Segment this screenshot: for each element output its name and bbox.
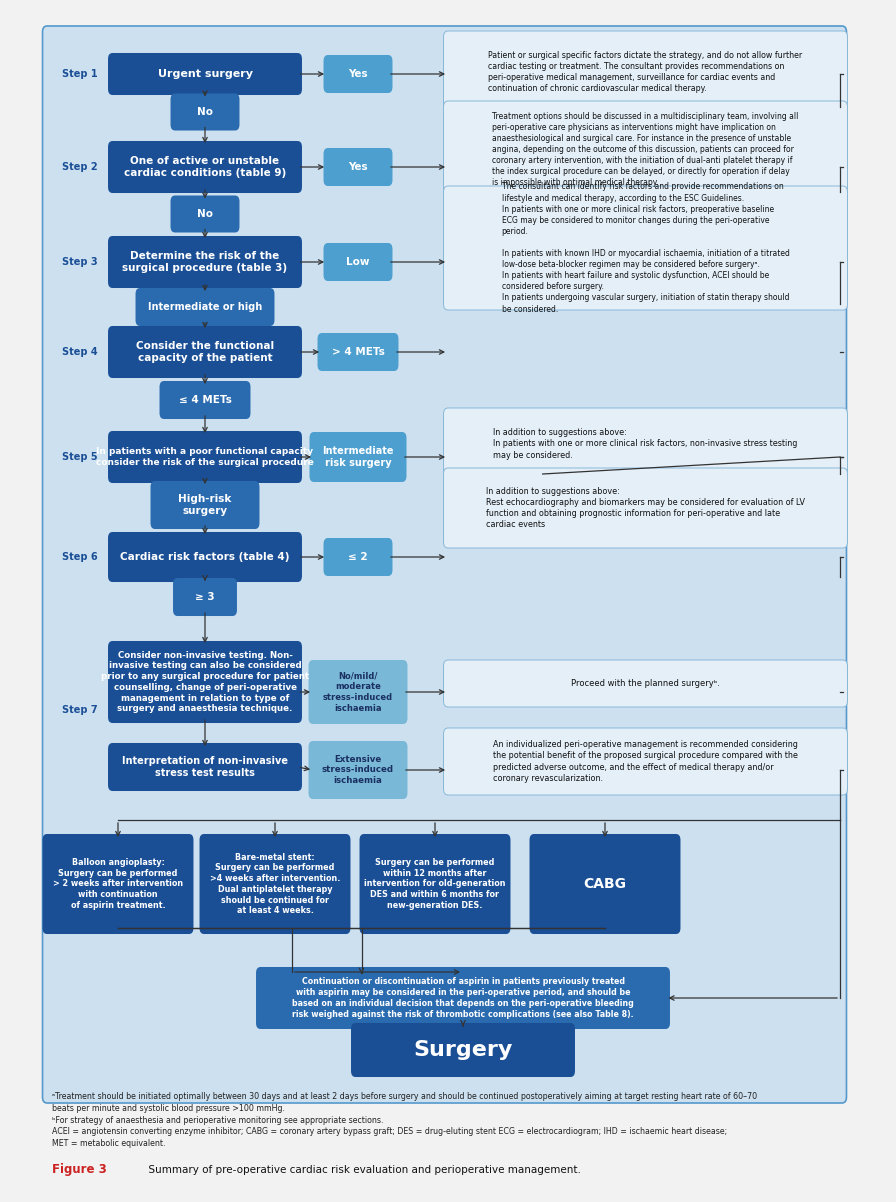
- Text: Step 3: Step 3: [62, 257, 98, 267]
- Text: An individualized peri-operative management is recommended considering
the poten: An individualized peri-operative managem…: [493, 740, 798, 783]
- FancyBboxPatch shape: [108, 326, 302, 377]
- FancyBboxPatch shape: [323, 538, 392, 576]
- FancyBboxPatch shape: [108, 743, 302, 791]
- FancyBboxPatch shape: [200, 834, 350, 934]
- Text: Consider the functional
capacity of the patient: Consider the functional capacity of the …: [136, 341, 274, 363]
- Text: The consultant can identify risk factors and provide recommendations on
lifestyl: The consultant can identify risk factors…: [502, 183, 789, 314]
- Text: Yes: Yes: [349, 162, 368, 172]
- Text: Cardiac risk factors (table 4): Cardiac risk factors (table 4): [120, 552, 289, 563]
- FancyBboxPatch shape: [173, 578, 237, 615]
- FancyBboxPatch shape: [444, 407, 848, 480]
- FancyBboxPatch shape: [170, 196, 239, 232]
- Text: No: No: [197, 107, 213, 117]
- FancyBboxPatch shape: [351, 1023, 575, 1077]
- FancyBboxPatch shape: [444, 186, 848, 310]
- FancyBboxPatch shape: [323, 243, 392, 281]
- FancyBboxPatch shape: [170, 94, 239, 131]
- FancyBboxPatch shape: [108, 141, 302, 194]
- Text: Determine the risk of the
surgical procedure (table 3): Determine the risk of the surgical proce…: [123, 251, 288, 273]
- FancyBboxPatch shape: [308, 660, 408, 724]
- Text: ≤ 4 METs: ≤ 4 METs: [178, 395, 231, 405]
- Text: Figure 3: Figure 3: [52, 1164, 107, 1177]
- FancyBboxPatch shape: [444, 660, 848, 707]
- Text: Interpretation of non-invasive
stress test results: Interpretation of non-invasive stress te…: [122, 756, 288, 778]
- FancyBboxPatch shape: [159, 381, 251, 419]
- FancyBboxPatch shape: [359, 834, 511, 934]
- Text: Step 4: Step 4: [62, 347, 98, 357]
- FancyBboxPatch shape: [108, 236, 302, 288]
- Text: Patient or surgical specific factors dictate the strategy, and do not allow furt: Patient or surgical specific factors dic…: [488, 50, 803, 93]
- Text: Yes: Yes: [349, 69, 368, 79]
- FancyBboxPatch shape: [108, 432, 302, 483]
- FancyBboxPatch shape: [309, 432, 407, 482]
- Text: In addition to suggestions above:
In patients with one or more clinical risk fac: In addition to suggestions above: In pat…: [494, 428, 797, 459]
- Text: Extensive
stress-induced
ischaemia: Extensive stress-induced ischaemia: [322, 755, 394, 785]
- Text: Step 7: Step 7: [62, 706, 98, 715]
- FancyBboxPatch shape: [323, 55, 392, 93]
- Text: Balloon angioplasty:
Surgery can be performed
> 2 weeks after intervention
with : Balloon angioplasty: Surgery can be perf…: [53, 858, 183, 910]
- FancyBboxPatch shape: [256, 966, 670, 1029]
- Text: Intermediate or high: Intermediate or high: [148, 302, 263, 313]
- FancyBboxPatch shape: [108, 53, 302, 95]
- Text: Continuation or discontinuation of aspirin in patients previously treated
with a: Continuation or discontinuation of aspir…: [292, 977, 633, 1019]
- Text: Proceed with the planned surgeryᵇ.: Proceed with the planned surgeryᵇ.: [571, 679, 720, 688]
- Text: Bare-metal stent:
Surgery can be performed
>4 weeks after intervention.
Dual ant: Bare-metal stent: Surgery can be perform…: [210, 852, 340, 916]
- Text: One of active or unstable
cardiac conditions (table 9): One of active or unstable cardiac condit…: [124, 156, 286, 178]
- FancyBboxPatch shape: [317, 333, 399, 371]
- Text: Step 6: Step 6: [62, 552, 98, 563]
- Text: Low: Low: [346, 257, 370, 267]
- FancyBboxPatch shape: [444, 31, 848, 113]
- FancyBboxPatch shape: [308, 740, 408, 799]
- Text: In patients with a poor functional capacity
consider the risk of the surgical pr: In patients with a poor functional capac…: [96, 447, 314, 466]
- Text: ≥ 3: ≥ 3: [195, 593, 215, 602]
- Text: Surgery can be performed
within 12 months after
intervention for old-generation
: Surgery can be performed within 12 month…: [365, 858, 505, 910]
- FancyBboxPatch shape: [444, 101, 848, 198]
- Text: Consider non-invasive testing. Non-
invasive testing can also be considered
prio: Consider non-invasive testing. Non- inva…: [101, 650, 309, 713]
- Text: Summary of pre-operative cardiac risk evaluation and perioperative management.: Summary of pre-operative cardiac risk ev…: [142, 1165, 581, 1176]
- Text: > 4 METs: > 4 METs: [332, 347, 384, 357]
- FancyBboxPatch shape: [444, 468, 848, 548]
- Text: ≤ 2: ≤ 2: [349, 552, 368, 563]
- Text: High-risk
surgery: High-risk surgery: [178, 494, 232, 516]
- FancyBboxPatch shape: [135, 288, 274, 326]
- Text: No/mild/
moderate
stress-induced
ischaemia: No/mild/ moderate stress-induced ischaem…: [323, 672, 393, 713]
- FancyBboxPatch shape: [323, 148, 392, 186]
- Text: Step 2: Step 2: [62, 162, 98, 172]
- Text: Intermediate
risk surgery: Intermediate risk surgery: [323, 446, 393, 468]
- Text: CABG: CABG: [583, 877, 626, 891]
- FancyBboxPatch shape: [42, 26, 847, 1103]
- Text: Step 5: Step 5: [62, 452, 98, 462]
- Text: Treatment options should be discussed in a multidisciplinary team, involving all: Treatment options should be discussed in…: [492, 112, 798, 188]
- FancyBboxPatch shape: [151, 481, 260, 529]
- Text: Step 1: Step 1: [62, 69, 98, 79]
- FancyBboxPatch shape: [444, 728, 848, 795]
- Text: In addition to suggestions above:
Rest echocardiography and biomarkers may be co: In addition to suggestions above: Rest e…: [486, 487, 805, 529]
- FancyBboxPatch shape: [108, 532, 302, 582]
- FancyBboxPatch shape: [108, 641, 302, 724]
- Text: Urgent surgery: Urgent surgery: [158, 69, 253, 79]
- FancyBboxPatch shape: [42, 834, 194, 934]
- Text: Surgery: Surgery: [413, 1040, 513, 1060]
- FancyBboxPatch shape: [530, 834, 680, 934]
- Text: ᵃTreatment should be initiated optimally between 30 days and at least 2 days bef: ᵃTreatment should be initiated optimally…: [52, 1091, 757, 1148]
- Text: No: No: [197, 209, 213, 219]
